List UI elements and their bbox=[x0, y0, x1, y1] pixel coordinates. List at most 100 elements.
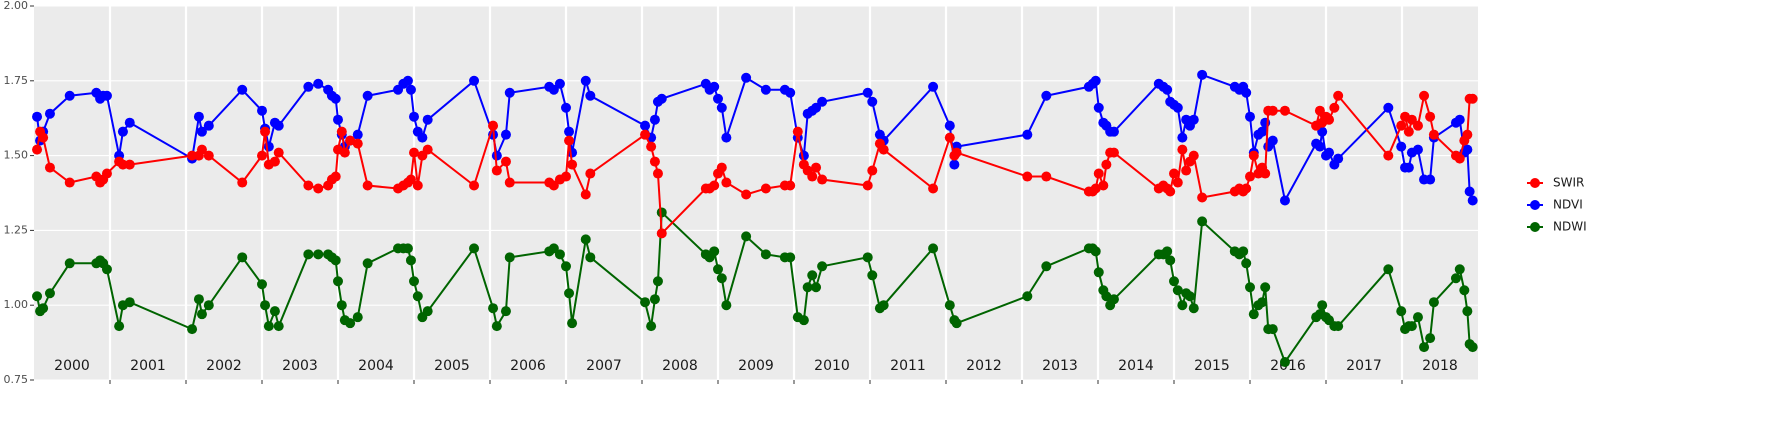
data-point bbox=[716, 273, 727, 284]
data-point bbox=[1454, 153, 1465, 164]
data-point bbox=[488, 120, 499, 131]
data-point bbox=[257, 150, 267, 161]
data-point bbox=[405, 255, 416, 266]
data-point bbox=[44, 288, 55, 299]
data-point bbox=[124, 159, 135, 170]
year-label: 2001 bbox=[130, 358, 166, 374]
data-point bbox=[336, 126, 347, 137]
year-label: 2000 bbox=[54, 358, 90, 374]
data-point bbox=[785, 252, 796, 263]
data-point bbox=[257, 105, 267, 116]
legend-marker bbox=[1530, 200, 1540, 210]
data-point bbox=[1169, 168, 1179, 179]
data-point bbox=[488, 303, 499, 314]
data-point bbox=[469, 75, 480, 86]
data-point bbox=[330, 171, 341, 182]
data-point bbox=[1383, 264, 1394, 275]
data-point bbox=[1428, 297, 1439, 308]
data-point bbox=[64, 90, 75, 101]
data-point bbox=[313, 78, 324, 89]
data-point bbox=[1090, 183, 1101, 194]
series-2 bbox=[32, 207, 1478, 368]
data-point bbox=[333, 114, 343, 125]
data-point bbox=[649, 114, 660, 125]
data-point bbox=[1101, 159, 1112, 170]
data-point bbox=[260, 126, 271, 137]
data-point bbox=[269, 156, 280, 167]
data-point bbox=[345, 135, 356, 146]
data-point bbox=[1324, 147, 1335, 158]
data-point bbox=[263, 321, 274, 332]
data-point bbox=[928, 183, 939, 194]
data-point bbox=[561, 261, 571, 272]
data-point bbox=[811, 162, 822, 173]
data-point bbox=[1177, 144, 1188, 155]
data-point bbox=[1324, 114, 1335, 125]
data-point bbox=[649, 156, 660, 167]
year-label: 2013 bbox=[1042, 358, 1078, 374]
data-point bbox=[1238, 246, 1249, 257]
data-point bbox=[1108, 126, 1119, 137]
data-point bbox=[336, 300, 347, 311]
data-point bbox=[504, 87, 515, 98]
data-point bbox=[760, 84, 771, 95]
data-point bbox=[1241, 258, 1252, 269]
data-point bbox=[1090, 75, 1101, 86]
data-point bbox=[1184, 291, 1195, 302]
data-point bbox=[811, 282, 822, 293]
data-point bbox=[928, 81, 939, 92]
data-point bbox=[567, 318, 578, 329]
data-point bbox=[1248, 150, 1259, 161]
data-point bbox=[1197, 69, 1208, 80]
data-point bbox=[760, 183, 771, 194]
y-tick-label: 1.00 bbox=[4, 298, 29, 311]
data-point bbox=[867, 96, 878, 107]
data-point bbox=[422, 306, 433, 317]
data-point bbox=[491, 321, 502, 332]
data-point bbox=[716, 162, 727, 173]
legend-marker bbox=[1530, 222, 1540, 232]
data-point bbox=[303, 180, 314, 191]
data-point bbox=[1462, 306, 1473, 317]
data-point bbox=[124, 117, 135, 128]
data-point bbox=[1403, 162, 1414, 173]
data-point bbox=[564, 126, 575, 137]
data-point bbox=[330, 255, 341, 266]
data-point bbox=[1454, 114, 1465, 125]
data-point bbox=[1333, 90, 1344, 101]
data-point bbox=[187, 324, 198, 335]
data-point bbox=[1245, 171, 1255, 182]
data-point bbox=[1403, 126, 1414, 137]
data-point bbox=[1279, 357, 1290, 368]
data-point bbox=[862, 87, 873, 98]
data-point bbox=[44, 108, 55, 119]
data-point bbox=[1241, 87, 1252, 98]
y-tick-label: 1.25 bbox=[4, 223, 29, 236]
data-point bbox=[1177, 300, 1188, 311]
data-point bbox=[402, 243, 413, 254]
data-point bbox=[257, 279, 267, 290]
data-point bbox=[469, 243, 480, 254]
data-point bbox=[1093, 267, 1104, 278]
data-point bbox=[867, 165, 878, 176]
year-label: 2004 bbox=[358, 358, 394, 374]
data-point bbox=[1041, 90, 1052, 101]
data-point bbox=[741, 189, 752, 200]
data-point bbox=[580, 234, 591, 245]
year-label: 2012 bbox=[966, 358, 1002, 374]
data-point bbox=[1101, 291, 1112, 302]
data-point bbox=[237, 252, 248, 263]
data-point bbox=[585, 168, 596, 179]
plot-panel bbox=[34, 6, 1478, 380]
data-point bbox=[1425, 111, 1436, 122]
data-point bbox=[260, 300, 271, 311]
data-point bbox=[1022, 171, 1033, 182]
data-point bbox=[1267, 135, 1278, 146]
data-point bbox=[1188, 303, 1199, 314]
data-point bbox=[741, 231, 752, 242]
data-point bbox=[1467, 93, 1478, 104]
data-point bbox=[1467, 195, 1478, 206]
data-point bbox=[1267, 105, 1278, 116]
data-point bbox=[352, 138, 363, 149]
